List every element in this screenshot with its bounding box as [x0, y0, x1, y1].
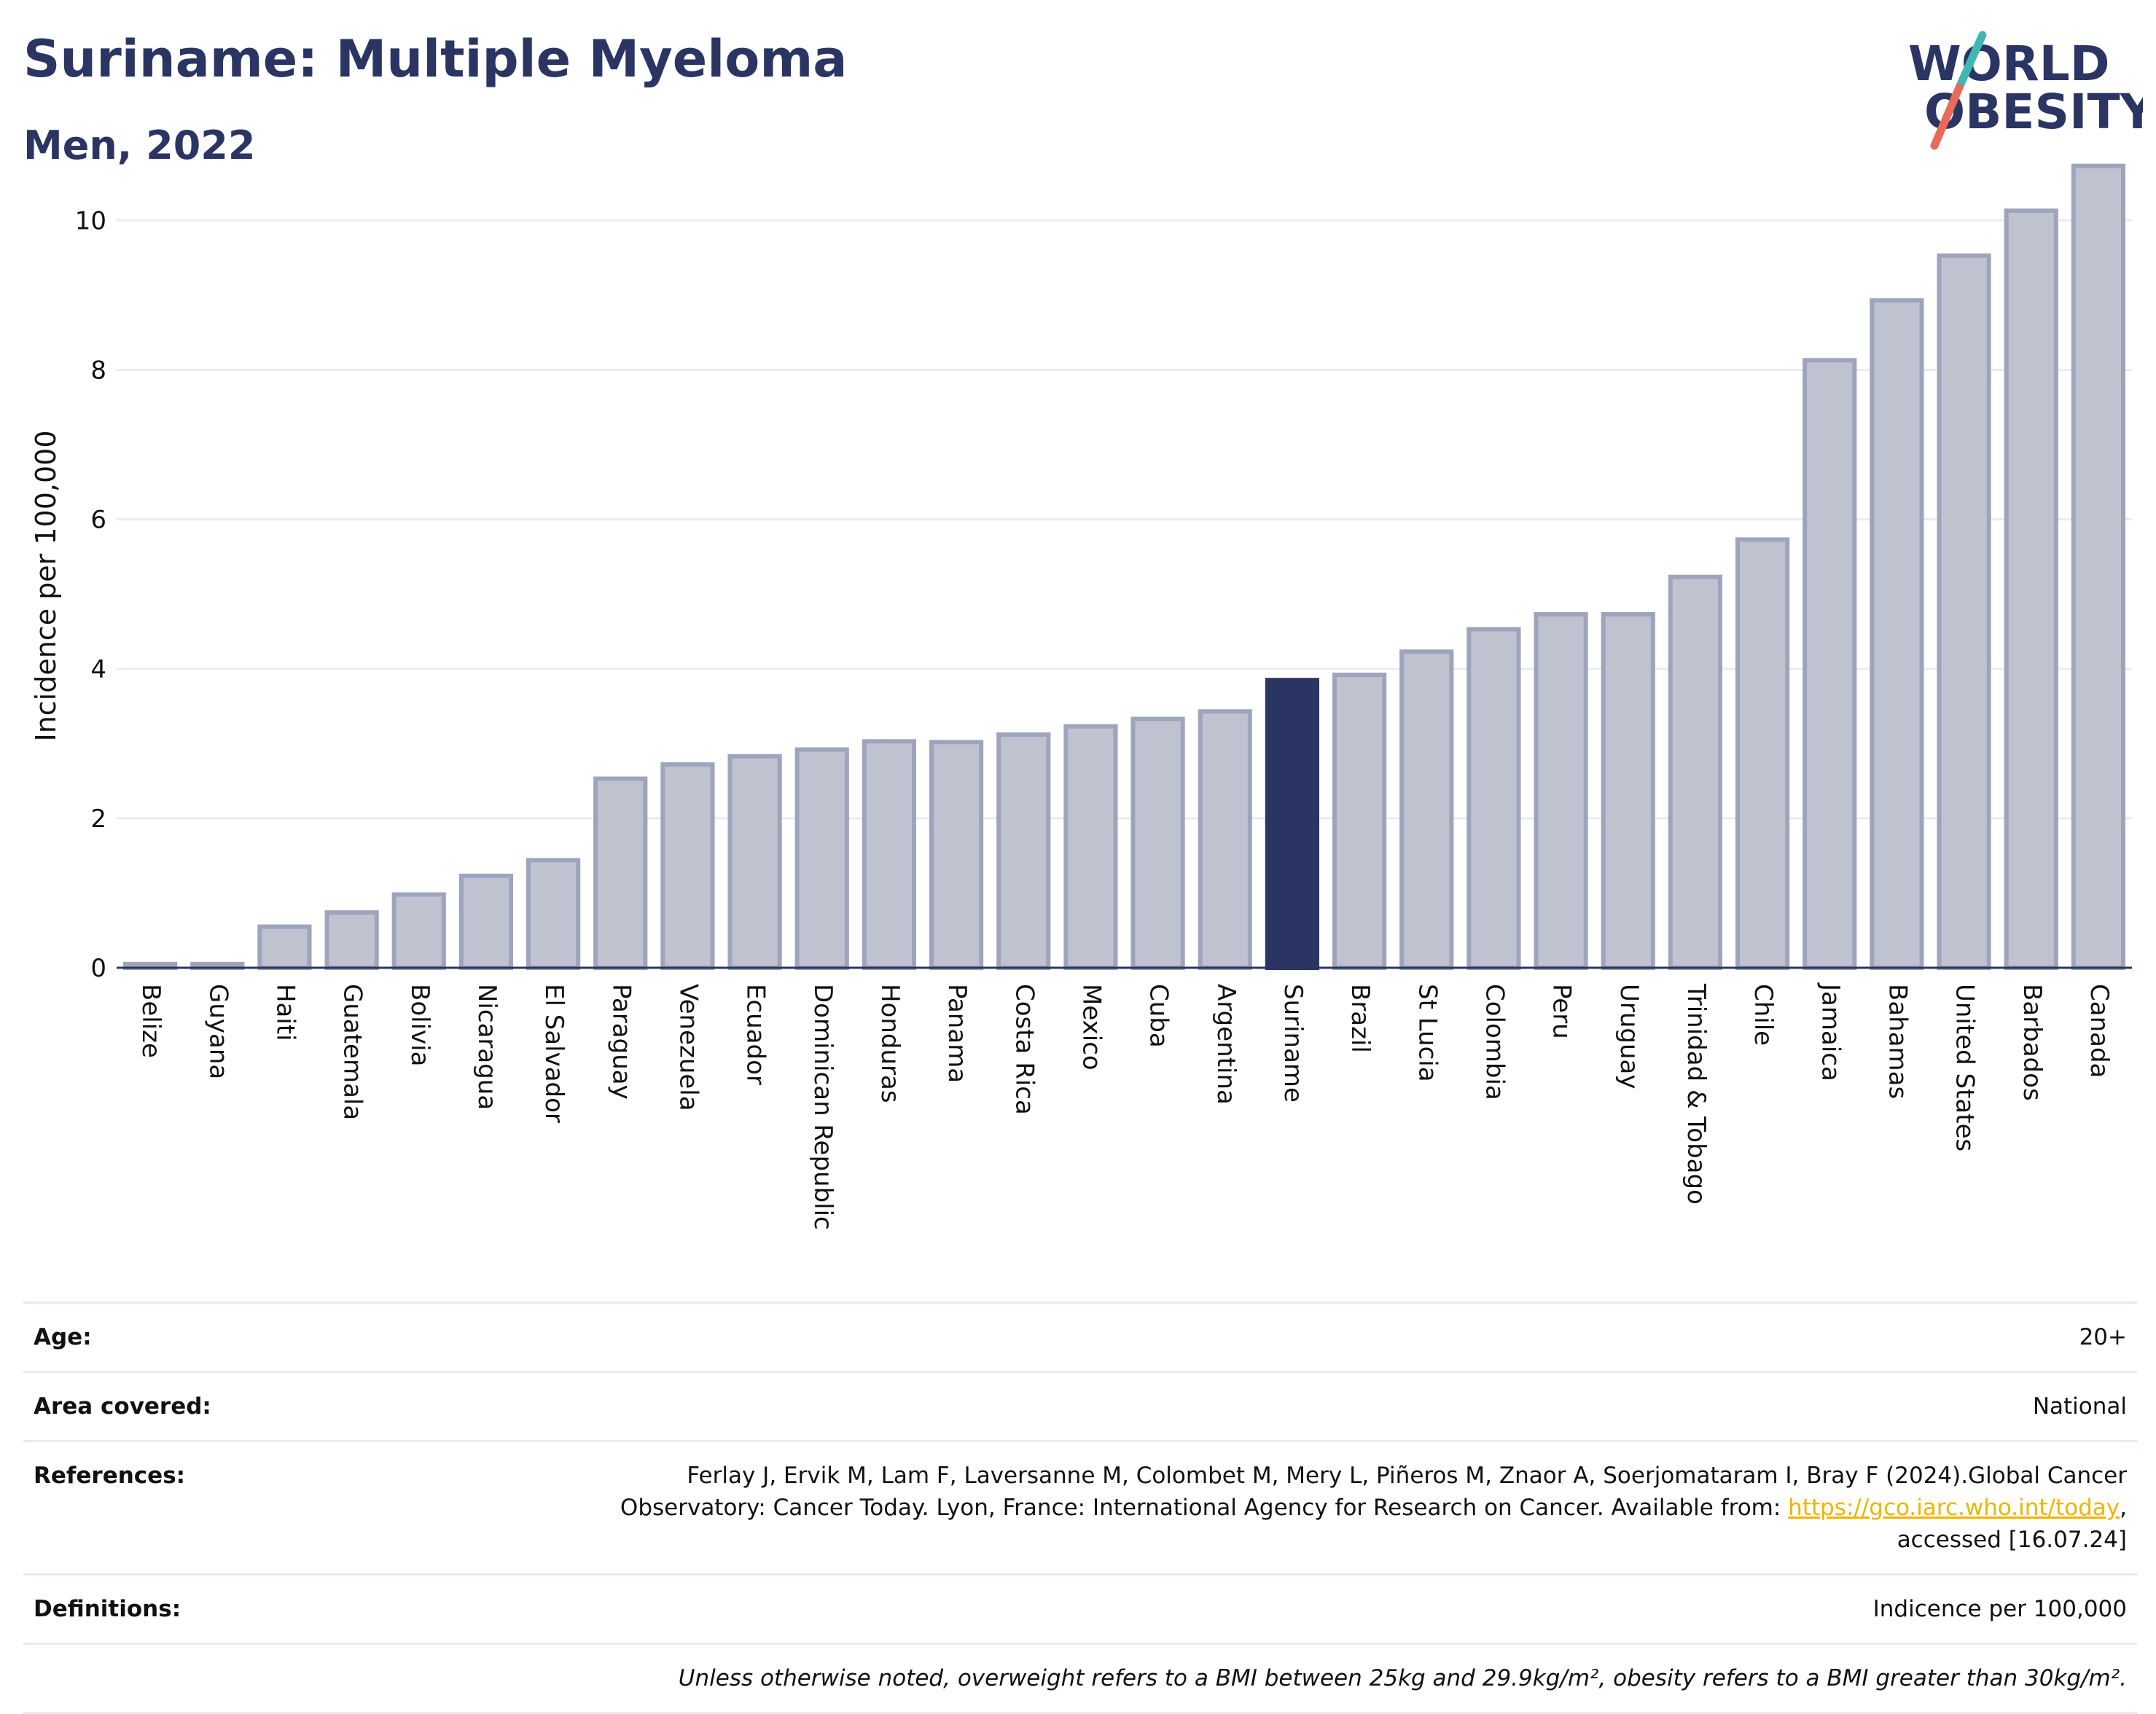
bar-peru — [1534, 611, 1588, 971]
references-value: Ferlay J, Ervik M, Lam F, Laversanne M, … — [442, 1460, 2127, 1556]
area-value: National — [2032, 1393, 2127, 1420]
bar-chile — [1735, 537, 1790, 970]
reference-text-4: accessed [16.07.24] — [1897, 1527, 2127, 1553]
x-tick-label: Jamaica — [1816, 982, 1845, 1081]
x-tick-label: Brazil — [1345, 984, 1375, 1053]
chart-subtitle: Men, 2022 — [23, 122, 256, 168]
bar-jamaica — [1802, 358, 1857, 970]
reference-text-3: , — [2120, 1495, 2127, 1521]
y-axis-label: Incidence per 100,000 — [30, 430, 62, 741]
y-tick-label: 10 — [75, 207, 106, 236]
logo-slash-bottom — [1930, 83, 1964, 150]
info-table: Age: 20+ Area covered: National Referenc… — [23, 1302, 2137, 1714]
reference-link[interactable]: https://gco.iarc.who.int/today — [1788, 1495, 2120, 1521]
x-tick-label: Guyana — [203, 984, 233, 1079]
bar-mexico — [1063, 724, 1118, 971]
bar-colombia — [1466, 627, 1521, 971]
x-tick-label: Argentina — [1211, 984, 1241, 1105]
bar-canada — [2071, 163, 2126, 971]
grid-lines — [117, 219, 2132, 820]
bar-venezuela — [660, 762, 715, 971]
chart-title: Suriname: Multiple Myeloma — [23, 29, 848, 89]
y-tick-label: 8 — [90, 356, 106, 386]
x-tick-label: Honduras — [875, 984, 905, 1103]
x-tick-label: Canada — [2085, 984, 2114, 1078]
x-tick-label: St Lucia — [1413, 984, 1442, 1082]
bar-nicaragua — [458, 873, 514, 971]
x-tick-label: Dominican Republic — [808, 984, 837, 1230]
x-tick-label: Suriname — [1278, 984, 1308, 1103]
bar-suriname — [1265, 678, 1320, 970]
x-tick-label: Mexico — [1077, 984, 1106, 1071]
bar-argentina — [1198, 709, 1252, 970]
bar-united-states — [1937, 253, 1991, 970]
bar-bahamas — [1870, 298, 1924, 970]
bar-paraguay — [593, 776, 648, 971]
info-row-note: Unless otherwise noted, overweight refer… — [23, 1643, 2137, 1714]
x-tick-label: Chile — [1749, 984, 1778, 1046]
age-value: 20+ — [2079, 1324, 2127, 1350]
x-tick-label: Barbados — [2018, 984, 2047, 1101]
bar-barbados — [2004, 208, 2058, 970]
y-tick-label: 6 — [90, 506, 106, 535]
x-tick-label: Uruguay — [1614, 984, 1644, 1089]
bar-guatemala — [324, 910, 379, 970]
x-tick-label: Belize — [136, 984, 165, 1058]
x-tick-label: Cuba — [1144, 984, 1173, 1048]
bmi-note: Unless otherwise noted, overweight refer… — [678, 1665, 2127, 1691]
bar-dominican-republic — [794, 747, 849, 970]
x-tick-label: Costa Rica — [1009, 984, 1039, 1115]
bar-trinidad-tobago — [1668, 574, 1723, 970]
y-tick-label: 0 — [90, 954, 106, 983]
info-row-definitions: Definitions: Indicence per 100,000 — [23, 1573, 2137, 1643]
bar-honduras — [862, 739, 917, 971]
x-tick-label: Paraguay — [606, 984, 636, 1100]
bar-bolivia — [391, 892, 446, 971]
bar-haiti — [257, 924, 312, 970]
y-tick-label: 2 — [90, 805, 106, 834]
bar-costa-rica — [996, 732, 1051, 970]
x-tick-label: Ecuador — [741, 984, 770, 1085]
world-obesity-logo: WORLD OBESITY — [1908, 31, 2143, 150]
x-tick-label: Bahamas — [1883, 984, 1912, 1099]
area-label: Area covered: — [34, 1393, 211, 1420]
y-tick-labels: 0 2 4 6 8 10 — [75, 207, 106, 983]
info-row-age: Age: 20+ — [23, 1302, 2137, 1371]
bar-el-salvador — [526, 858, 581, 971]
x-tick-label: Panama — [942, 984, 972, 1083]
x-tick-label: Colombia — [1480, 984, 1509, 1100]
bar-brazil — [1332, 673, 1387, 970]
x-tick-labels: Belize Guyana Haiti Guatemala Bolivia Nicarag… — [136, 982, 2114, 1230]
x-tick-label: Venezuela — [673, 984, 703, 1111]
bar-uruguay — [1601, 611, 1655, 971]
info-row-references: References: Ferlay J, Ervik M, Lam F, La… — [23, 1440, 2137, 1573]
definitions-value: Indicence per 100,000 — [1872, 1596, 2127, 1622]
bars — [122, 163, 2126, 971]
bar-st-lucia — [1399, 649, 1454, 970]
x-tick-label: Haiti — [270, 984, 300, 1041]
logo-line1: WORLD — [1908, 36, 2110, 92]
x-tick-label: Peru — [1547, 984, 1577, 1039]
x-tick-label: Trinidad & Tobago — [1682, 983, 1711, 1205]
definitions-label: Definitions: — [34, 1596, 181, 1622]
x-tick-label: Bolivia — [405, 984, 434, 1066]
x-tick-label: United States — [1950, 984, 1980, 1151]
age-label: Age: — [34, 1324, 92, 1350]
bar-cuba — [1130, 716, 1185, 970]
x-tick-label: El Salvador — [539, 984, 569, 1123]
x-tick-label: Nicaragua — [472, 984, 501, 1110]
reference-text-2: Observatory: Cancer Today. Lyon, France:… — [620, 1495, 1789, 1521]
bar-ecuador — [727, 754, 782, 971]
y-tick-label: 4 — [90, 655, 106, 684]
bar-chart: 0 2 4 6 8 10 Belize Guyana Haiti Guatemala Bolivi… — [30, 163, 2132, 1230]
logo-slash-top — [1955, 31, 1987, 92]
reference-text-1: Ferlay J, Ervik M, Lam F, Laversanne M, … — [687, 1463, 2127, 1489]
bar-panama — [929, 740, 984, 971]
references-label: References: — [34, 1463, 186, 1489]
x-tick-label: Guatemala — [338, 984, 367, 1120]
info-row-area: Area covered: National — [23, 1371, 2137, 1440]
